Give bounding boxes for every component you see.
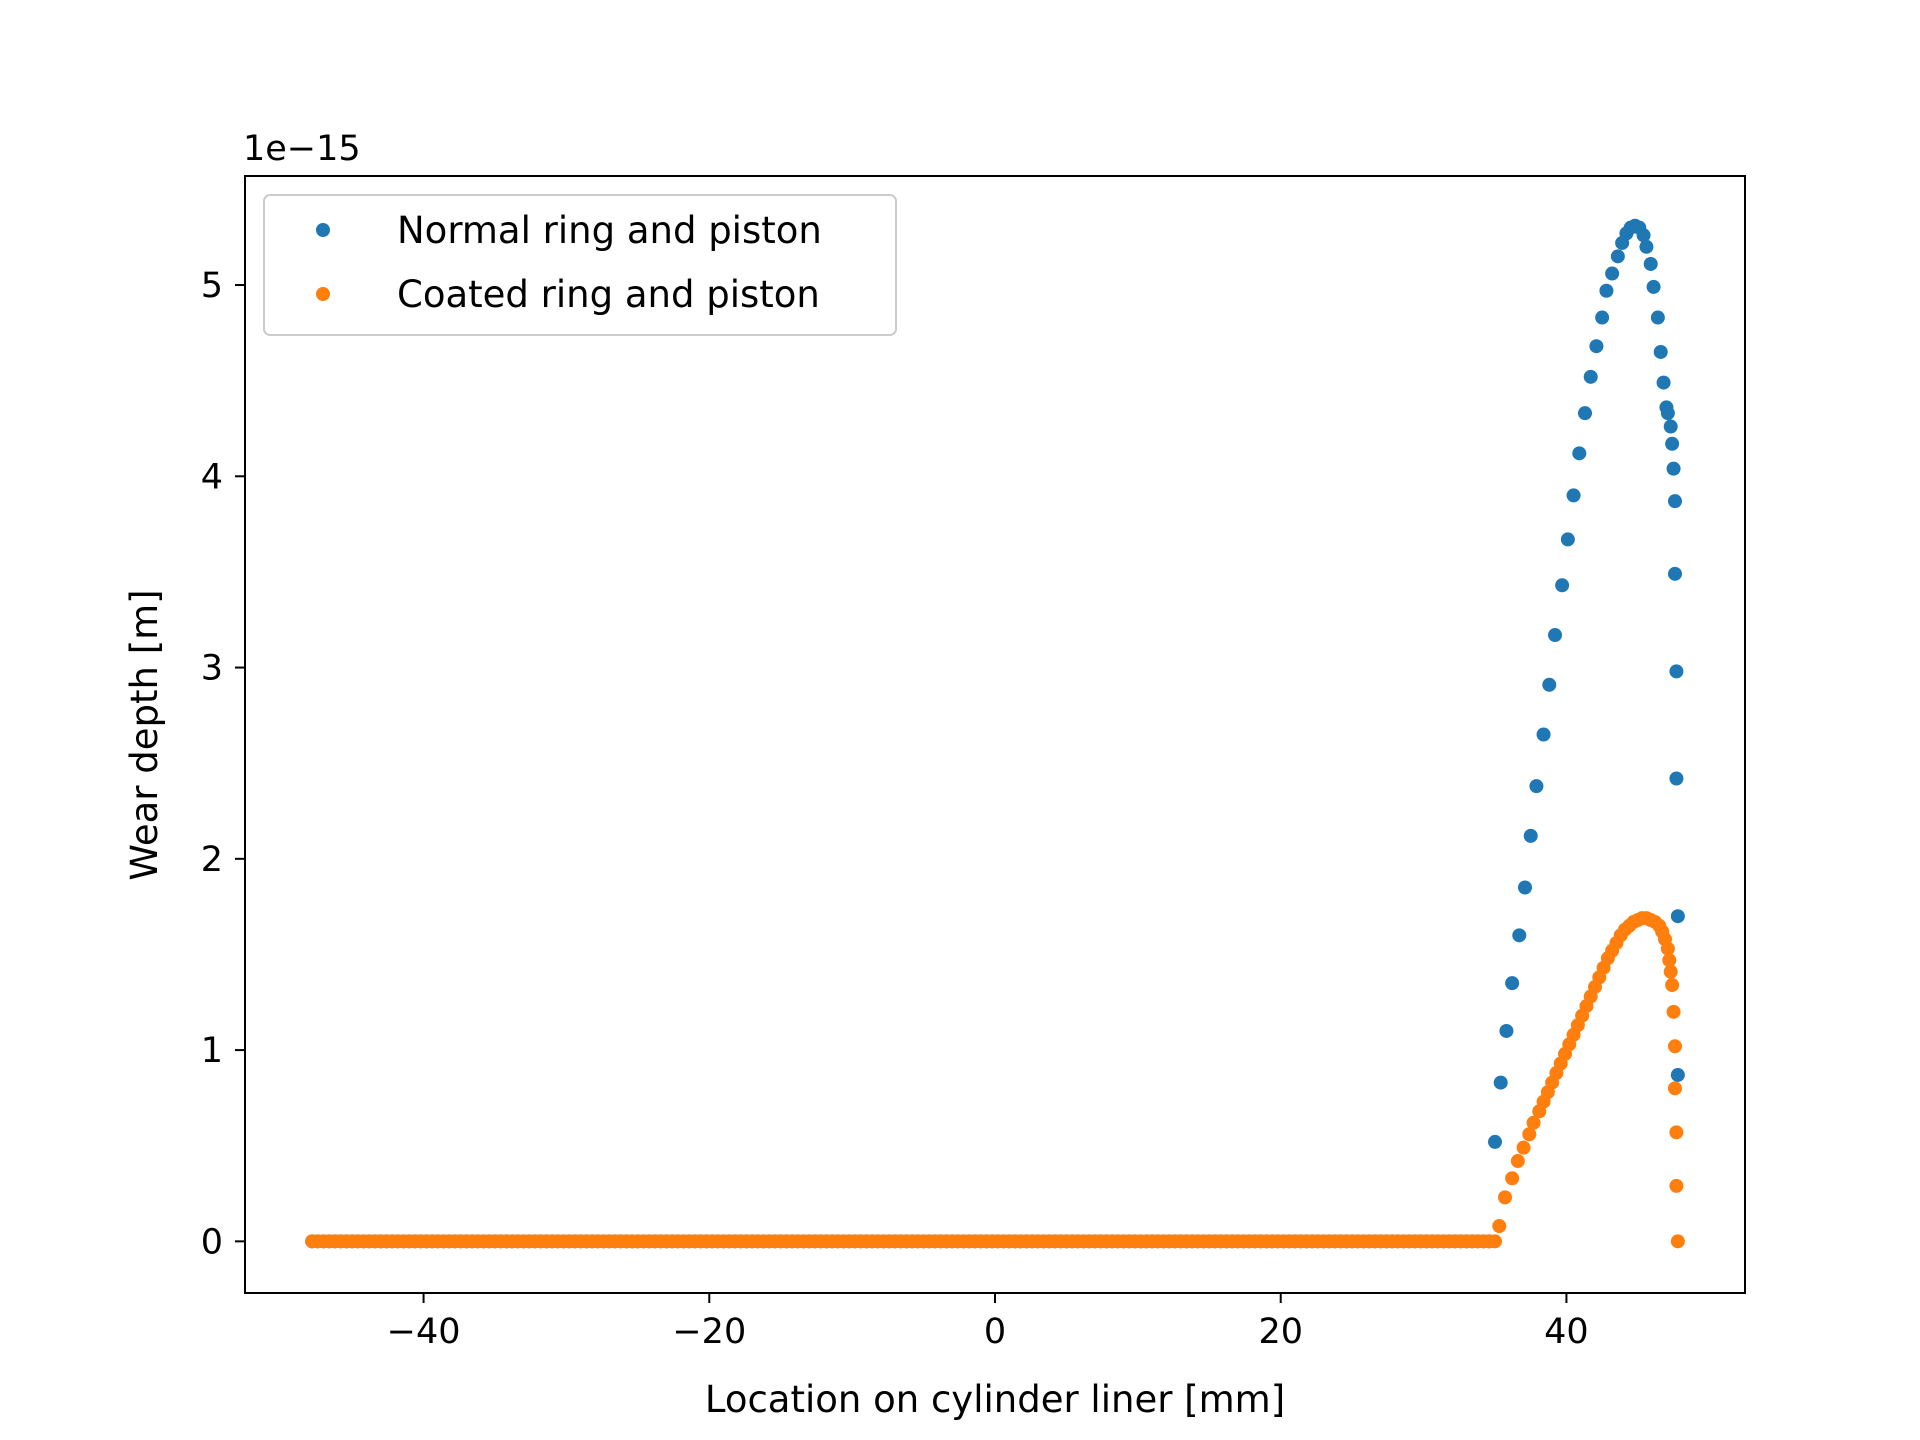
data-point — [1492, 1219, 1507, 1234]
data-point — [1583, 369, 1598, 384]
data-point — [1529, 779, 1544, 794]
y-tick-label: 3 — [201, 649, 223, 689]
data-point — [1669, 771, 1684, 786]
data-point — [1523, 828, 1538, 843]
data-point — [1498, 1190, 1512, 1205]
data-point — [1505, 976, 1520, 991]
data-point — [1526, 1115, 1541, 1130]
data-point — [1669, 1178, 1684, 1193]
data-point — [1670, 909, 1685, 924]
data-point — [1555, 578, 1570, 593]
data-point — [1522, 1127, 1537, 1142]
data-point — [1518, 880, 1532, 895]
data-point — [1660, 406, 1675, 421]
data-point — [1660, 941, 1675, 956]
data-point — [1488, 1134, 1502, 1149]
x-tick-label: 0 — [984, 1312, 1006, 1352]
x-tick-label: 20 — [1258, 1312, 1303, 1352]
legend-marker-coated — [316, 287, 330, 301]
legend-label-coated: Coated ring and piston — [397, 273, 820, 316]
legend: Normal ring and piston Coated ring and p… — [263, 194, 897, 336]
legend-box — [263, 194, 897, 336]
data-point — [1610, 249, 1625, 264]
data-point — [1493, 1075, 1508, 1090]
data-point — [1666, 461, 1681, 476]
data-point — [1589, 339, 1604, 354]
y-tick-label: 2 — [201, 840, 223, 880]
data-point — [1653, 344, 1668, 359]
y-axis: 0 1 2 3 4 5 — [201, 266, 245, 1262]
data-point — [1595, 310, 1610, 325]
data-point — [1643, 256, 1658, 271]
data-point — [1566, 488, 1581, 503]
data-point — [1663, 964, 1678, 979]
data-point — [1670, 1067, 1685, 1082]
x-tick-label: 40 — [1544, 1312, 1589, 1352]
data-point — [1510, 1154, 1525, 1169]
y-tick-label: 0 — [201, 1222, 223, 1262]
data-point — [1560, 532, 1575, 547]
legend-label-normal: Normal ring and piston — [397, 209, 822, 252]
data-point — [1668, 1039, 1682, 1054]
data-point — [1536, 727, 1551, 742]
legend-marker-normal — [316, 223, 330, 237]
data-point — [1512, 928, 1527, 943]
y-tick-label: 5 — [201, 266, 223, 306]
data-point — [1636, 228, 1651, 243]
y-offset-label: 1e−15 — [243, 129, 361, 169]
data-point — [1572, 446, 1587, 461]
data-point — [1505, 1171, 1520, 1186]
data-point — [1668, 1081, 1682, 1096]
data-point — [1668, 494, 1682, 509]
y-tick-label: 4 — [201, 457, 223, 497]
data-point — [1669, 664, 1684, 679]
data-point — [1488, 1234, 1502, 1249]
data-point — [1548, 628, 1562, 643]
data-point — [1599, 283, 1614, 298]
data-point — [1670, 1234, 1685, 1249]
x-tick-label: −20 — [672, 1312, 746, 1352]
x-axis: −40 −20 0 20 40 — [387, 1293, 1589, 1352]
data-point — [1656, 375, 1671, 390]
y-axis-label: Wear depth [m] — [123, 589, 166, 880]
data-point — [1639, 239, 1654, 254]
data-point — [1665, 978, 1680, 993]
data-point — [1542, 677, 1557, 692]
data-point — [1662, 953, 1677, 968]
data-point — [1668, 566, 1682, 581]
data-point — [1499, 1023, 1514, 1038]
data-point — [1605, 266, 1620, 281]
data-point — [1516, 1140, 1531, 1155]
data-point — [1650, 310, 1665, 325]
x-tick-label: −40 — [387, 1312, 461, 1352]
chart-marks — [305, 218, 1685, 1249]
data-point — [1666, 1004, 1681, 1019]
y-tick-label: 1 — [201, 1031, 223, 1071]
data-point — [1663, 419, 1678, 434]
data-point — [1578, 406, 1592, 421]
x-axis-label: Location on cylinder liner [mm] — [705, 1378, 1285, 1421]
series-coated-ring-and-piston — [305, 911, 1685, 1249]
data-point — [1646, 279, 1661, 294]
data-point — [1665, 436, 1680, 451]
data-point — [1669, 1125, 1684, 1140]
